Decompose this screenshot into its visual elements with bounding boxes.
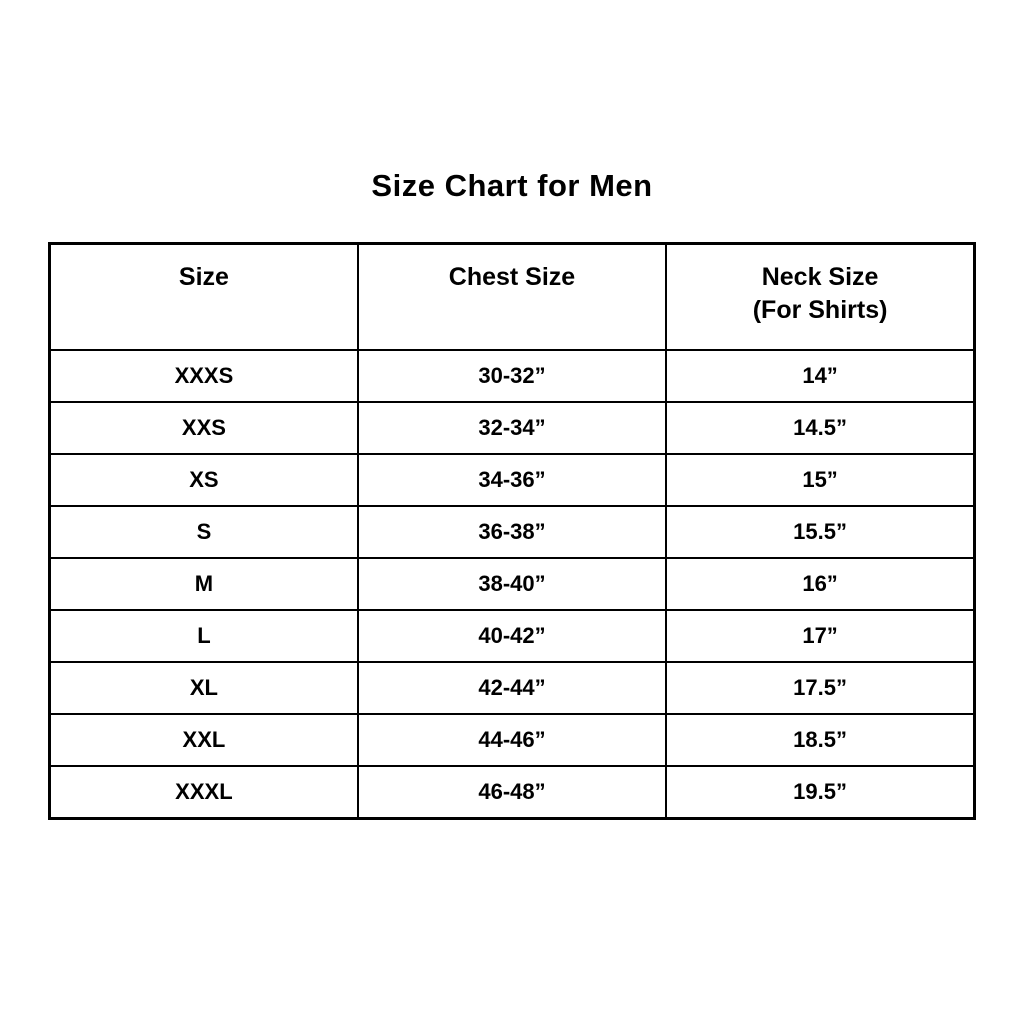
neck-size-cell: 17” (665, 609, 976, 663)
chest-size-cell: 32-34” (356, 401, 668, 455)
column-header-neck-size: Neck Size (For Shirts) (665, 242, 976, 351)
size-cell: S (48, 505, 359, 559)
table-row: XXXL 46-48” 19.5” (48, 765, 976, 820)
table-row: L 40-42” 17” (48, 609, 976, 663)
chest-size-cell: 36-38” (356, 505, 668, 559)
chest-size-cell: 44-46” (356, 713, 668, 767)
table-row: S 36-38” 15.5” (48, 505, 976, 559)
size-chart-table: Size Chest Size Neck Size (For Shirts) X… (48, 242, 976, 820)
table-row: XXS 32-34” 14.5” (48, 401, 976, 455)
column-header-neck-size-label: Neck Size (761, 263, 879, 291)
table-row: XXL 44-46” 18.5” (48, 713, 976, 767)
page-title: Size Chart for Men (371, 168, 653, 203)
neck-size-cell: 15” (665, 453, 976, 507)
size-cell: L (48, 609, 359, 663)
neck-size-cell: 16” (665, 557, 976, 611)
size-cell: M (48, 557, 359, 611)
table-row: M 38-40” 16” (48, 557, 976, 611)
size-cell: XS (48, 453, 359, 507)
neck-size-cell: 17.5” (665, 661, 976, 715)
neck-size-cell: 18.5” (665, 713, 976, 767)
column-header-chest-size-label: Chest Size (448, 263, 576, 291)
size-cell: XXXS (48, 349, 359, 403)
neck-size-cell: 14” (665, 349, 976, 403)
column-header-size-label: Size (178, 263, 229, 291)
neck-size-cell: 15.5” (665, 505, 976, 559)
table-row: XXXS 30-32” 14” (48, 349, 976, 403)
column-header-neck-size-sublabel: (For Shirts) (752, 296, 888, 324)
chest-size-cell: 34-36” (356, 453, 668, 507)
size-cell: XXS (48, 401, 359, 455)
chest-size-cell: 40-42” (356, 609, 668, 663)
neck-size-cell: 14.5” (665, 401, 976, 455)
size-cell: XL (48, 661, 359, 715)
chest-size-cell: 38-40” (356, 557, 668, 611)
chest-size-cell: 42-44” (356, 661, 668, 715)
table-row: XS 34-36” 15” (48, 453, 976, 507)
neck-size-cell: 19.5” (665, 765, 976, 820)
table-header-row: Size Chest Size Neck Size (For Shirts) (48, 242, 976, 351)
table-row: XL 42-44” 17.5” (48, 661, 976, 715)
chest-size-cell: 46-48” (356, 765, 668, 820)
size-cell: XXL (48, 713, 359, 767)
column-header-size: Size (48, 242, 359, 351)
column-header-chest-size: Chest Size (356, 242, 668, 351)
size-cell: XXXL (48, 765, 359, 820)
chest-size-cell: 30-32” (356, 349, 668, 403)
table-body: XXXS 30-32” 14” XXS 32-34” 14.5” XS 34-36” 15” S 3… (48, 349, 976, 820)
